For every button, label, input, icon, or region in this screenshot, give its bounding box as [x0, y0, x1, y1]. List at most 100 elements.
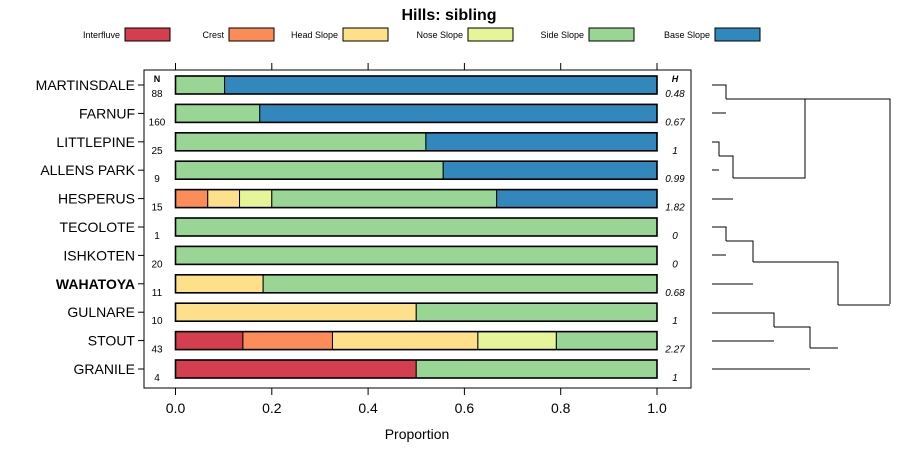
bar-segment-interfluve	[175, 331, 244, 351]
bar-group-gulnare	[174, 302, 658, 323]
n-value: 88	[151, 89, 163, 100]
h-value: 2.27	[664, 345, 685, 356]
bar-segment-crest	[242, 331, 333, 351]
bar-segment-side-slope	[262, 274, 658, 294]
bar-segment-base-slope	[259, 103, 658, 123]
chart-title: Hills: sibling	[401, 7, 496, 24]
dendrogram-branch	[712, 326, 811, 370]
bar-outline	[174, 103, 658, 124]
h-column-header: H	[672, 74, 679, 84]
legend-label-nose-slope: Nose Slope	[416, 30, 463, 40]
bar-group-ishkoten	[174, 245, 658, 266]
bar-group-littlepine	[174, 132, 658, 152]
dendrogram-branch	[712, 312, 775, 342]
category-label-tecolote: TECOLOTE	[60, 219, 135, 235]
legend-label-base-slope: Base Slope	[664, 30, 710, 40]
bar-segment-side-slope	[175, 160, 444, 180]
bar-segment-side-slope	[175, 245, 658, 265]
bar-segment-interfluve	[175, 359, 417, 379]
bar-outline	[174, 302, 658, 323]
h-value: 1	[672, 373, 678, 384]
category-label-allens-park: ALLENS PARK	[40, 162, 135, 178]
bar-outline	[174, 217, 658, 237]
legend-swatch-head-slope	[342, 27, 389, 42]
h-value: 1.82	[665, 203, 685, 214]
category-label-hesperus: HESPERUS	[58, 191, 135, 207]
bar-segment-nose-slope	[477, 331, 557, 351]
x-axis: 0.0 0.2 0.4 0.6 0.8 1.0	[166, 63, 667, 416]
bar-segment-base-slope	[224, 75, 658, 95]
x-tick-label: 0.6	[455, 400, 475, 416]
bar-segment-side-slope	[271, 189, 498, 209]
n-value: 10	[151, 316, 163, 327]
bar-group-tecolote	[174, 217, 658, 237]
legend-label-side-slope: Side Slope	[540, 30, 584, 40]
dendrogram-branch	[712, 240, 754, 285]
dendrogram-branch	[733, 99, 806, 179]
h-values: 0.48 0.67 1 0.99 1.82 0 0 0.68 1 2.27 1	[664, 89, 685, 384]
h-value: 1	[672, 316, 678, 327]
bar-group-stout	[174, 330, 658, 351]
x-tick-label: 0.2	[262, 400, 282, 416]
n-value: 25	[151, 146, 163, 157]
h-value: 1	[672, 146, 678, 157]
bar-outline	[174, 188, 658, 209]
bar-segment-base-slope	[442, 160, 658, 180]
bar-segment-side-slope	[175, 217, 658, 237]
bar-segment-head-slope	[207, 189, 241, 209]
bar-outline	[174, 132, 658, 152]
category-label-stout: STOUT	[88, 333, 136, 349]
legend-label-crest: Crest	[202, 30, 224, 40]
category-label-farnuf: FARNUF	[79, 105, 135, 121]
x-tick-label: 0.8	[551, 400, 571, 416]
bar-group-martinsdale	[174, 75, 658, 95]
category-label-wahatoya: WAHATOYA	[56, 276, 135, 292]
category-axis-labels: MARTINSDALE FARNUF LITTLEPINE ALLENS PARK HE…	[36, 77, 144, 377]
legend: Interfluve Crest Head Slope Nose Slope Side …	[83, 27, 761, 42]
n-value: 15	[151, 203, 163, 214]
dendrogram-branch	[712, 226, 727, 256]
bar-group-allens-park	[174, 160, 658, 180]
dendrogram-branch	[712, 155, 734, 200]
dendrogram-branch	[712, 141, 720, 171]
bar-segment-side-slope	[415, 359, 658, 379]
bar-groups	[174, 75, 658, 379]
bar-segment-head-slope	[175, 302, 417, 322]
bar-segment-side-slope	[175, 75, 226, 95]
h-value: 0.68	[665, 288, 685, 299]
bar-segment-side-slope	[555, 331, 658, 351]
dendrogram-branch	[753, 261, 839, 349]
legend-swatch-interfluve	[124, 27, 171, 42]
category-label-martinsdale: MARTINSDALE	[36, 77, 135, 93]
bar-segment-crest	[175, 189, 209, 209]
h-value: 0.99	[665, 174, 685, 185]
bar-segment-side-slope	[175, 132, 427, 152]
h-value: 0.48	[665, 89, 685, 100]
bar-group-farnuf	[174, 103, 658, 124]
x-tick-label: 1.0	[647, 400, 667, 416]
bar-outline	[174, 245, 658, 266]
n-column-header: N	[154, 74, 161, 84]
bar-segment-head-slope	[331, 331, 479, 351]
n-value: 9	[154, 174, 160, 185]
bar-group-granile	[174, 359, 658, 379]
bar-outline	[174, 160, 658, 180]
h-value: 0	[672, 259, 678, 270]
category-label-littlepine: LITTLEPINE	[56, 134, 135, 150]
n-value: 43	[151, 345, 163, 356]
bar-segment-base-slope	[496, 189, 658, 209]
category-label-gulnare: GULNARE	[67, 304, 135, 320]
bar-outline	[174, 273, 658, 294]
x-tick-label: 0.4	[358, 400, 378, 416]
bar-group-hesperus	[174, 188, 658, 209]
bar-outline	[174, 330, 658, 351]
legend-label-interfluve: Interfluve	[83, 30, 120, 40]
n-values: 88 160 25 9 15 1 20 11 10 43 4	[149, 89, 166, 384]
legend-label-head-slope: Head Slope	[291, 30, 338, 40]
n-value: 20	[151, 259, 163, 270]
bar-outline	[174, 359, 658, 379]
h-value: 0	[672, 231, 678, 242]
bar-segment-side-slope	[175, 103, 261, 123]
n-value: 4	[154, 373, 160, 384]
